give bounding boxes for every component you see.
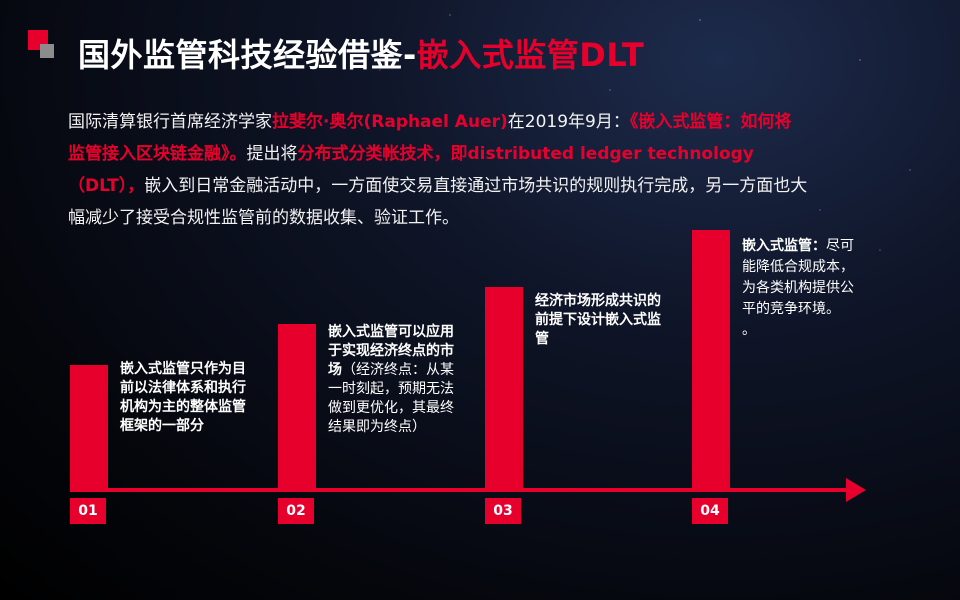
timeline-arrow-icon — [846, 478, 866, 502]
step-2-text: 嵌入式监管可以应用于实现经济终点的市场（经济终点：从某一时刻起，预期无法做到更优… — [328, 323, 463, 437]
intro-text-2: 在2019年9月： — [507, 112, 630, 132]
step-number-1: 01 — [70, 498, 106, 524]
intro-text-3: 提出将 — [246, 144, 298, 164]
step-1-text: 嵌入式监管只作为目前以法律体系和执行机构为主的整体监管框架的一部分 — [120, 360, 255, 436]
step-4-normal: 尽可能降低合规成本，为各类机构提供公平的竞争环境。 — [742, 238, 854, 317]
intro-text-4: 嵌入到日常金融活动中，一方面使交易直接通过市场共识的规则执行完成，另一方面也大幅… — [68, 176, 808, 228]
step-2-bold: 嵌入式监管可以应用于实现经济终点的市场 — [328, 324, 454, 378]
step-2-normal: （经济终点：从某一时刻起，预期无法做到更优化，其最终结果即为终点） — [328, 362, 454, 435]
title-main: 国外监管科技经验借鉴- — [78, 36, 417, 74]
step-4-bold: 嵌入式监管： — [742, 238, 826, 254]
step-number-2: 02 — [278, 498, 314, 524]
step-bar-2 — [278, 324, 316, 490]
step-1-bold: 嵌入式监管只作为目前以法律体系和执行机构为主的整体监管框架的一部分 — [120, 361, 246, 434]
page-title: 国外监管科技经验借鉴-嵌入式监管DLT — [78, 30, 644, 76]
step-3-text: 经济市场形成共识的前提下设计嵌入式监管 — [535, 292, 670, 349]
step-number-4: 04 — [692, 498, 728, 524]
step-4-text: 嵌入式监管：尽可能降低合规成本，为各类机构提供公平的竞争环境。 。 — [742, 236, 860, 341]
step-number-3: 03 — [485, 498, 521, 524]
title-accent: 嵌入式监管DLT — [416, 36, 645, 74]
intro-paragraph: 国际清算银行首席经济学家拉斐尔·奥尔(Raphael Auer)在2019年9月… — [68, 106, 808, 234]
step-3-bold: 经济市场形成共识的前提下设计嵌入式监管 — [535, 293, 661, 347]
step-bar-1 — [70, 365, 108, 490]
timeline-axis — [70, 488, 848, 492]
intro-text-1: 国际清算银行首席经济学家 — [68, 112, 272, 132]
title-decoration-gray-square — [40, 44, 54, 58]
step-bar-3 — [485, 287, 523, 490]
intro-technology: 分布式分类帐技术，即distributed ledger technology（… — [68, 144, 754, 196]
intro-economist-name: 拉斐尔·奥尔(Raphael Auer) — [272, 112, 508, 132]
step-4-extra: 。 — [742, 322, 756, 338]
step-bar-4 — [692, 230, 730, 490]
intro-paper-title: 《嵌入式监管：如何将监管接入区块链金融》。 — [68, 112, 792, 164]
